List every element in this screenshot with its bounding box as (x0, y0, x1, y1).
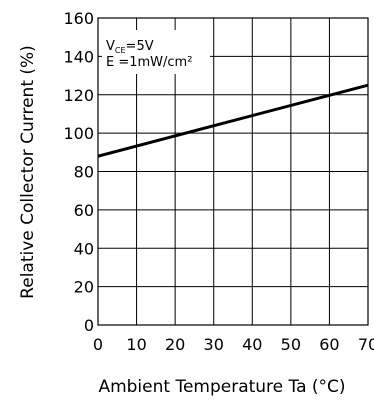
y-tick-label: 0 (84, 316, 94, 335)
series (97, 83, 369, 158)
y-tick-label: 160 (63, 9, 94, 28)
y-tick-label: 60 (74, 201, 94, 220)
x-tick-label: 10 (126, 335, 146, 354)
y-tick-label: 80 (74, 163, 94, 182)
x-tick-label: 60 (319, 335, 339, 354)
y-tick-label: 100 (63, 124, 94, 143)
y-tick-label: 120 (63, 86, 94, 105)
x-tick-label: 0 (93, 335, 103, 354)
series-line (97, 83, 369, 158)
annotation-vce: VCE=5V (106, 39, 154, 55)
x-tick-label: 50 (281, 335, 301, 354)
plot-frame (97, 17, 369, 326)
y-tick-labels: 0 20 40 60 80 100 120 140 160 (63, 9, 94, 335)
x-tick-label: 30 (204, 335, 224, 354)
y-axis-label: Relative Collector Current (%) (18, 45, 38, 299)
x-tick-label: 20 (165, 335, 185, 354)
x-tick-labels: 0 10 20 30 40 50 60 70 (93, 335, 374, 354)
x-tick-label: 40 (242, 335, 262, 354)
annotation-background (102, 30, 210, 74)
x-tick-label: 70 (358, 335, 374, 354)
x-axis-label: Ambient Temperature Ta (°C) (98, 377, 345, 397)
annotation-e: E =1mW/cm² (106, 55, 192, 70)
y-tick-label: 40 (74, 239, 94, 258)
y-tick-label: 20 (74, 278, 94, 297)
y-tick-label: 140 (63, 47, 94, 66)
